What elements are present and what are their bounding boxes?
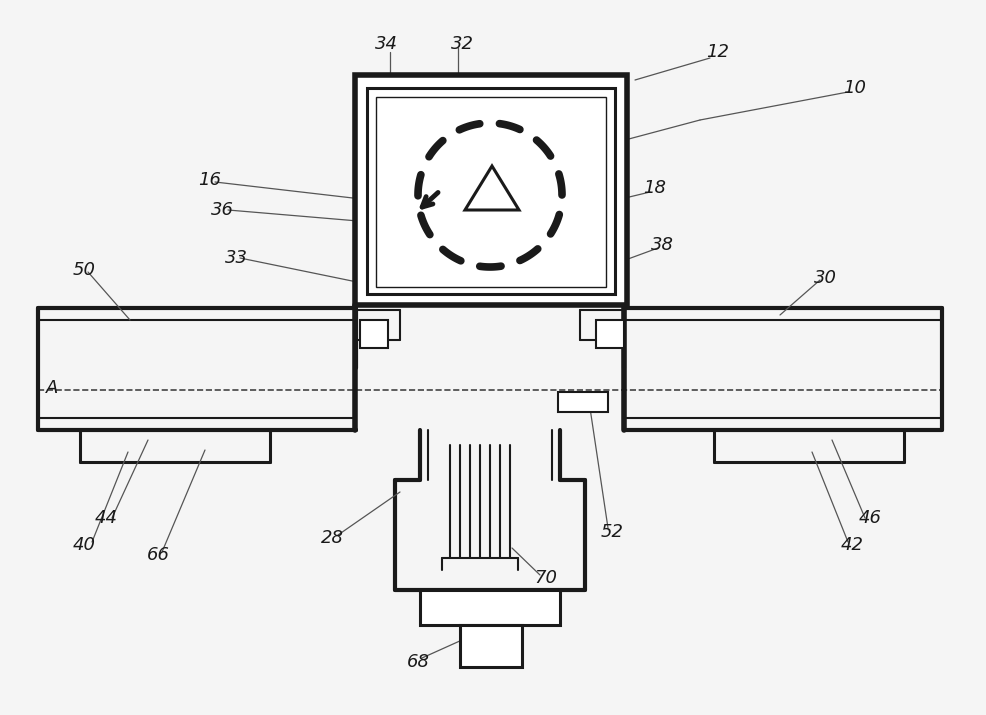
Text: A: A [45,379,58,397]
Bar [420,590,559,625]
Text: 28: 28 [320,529,343,547]
Text: 50: 50 [72,261,96,279]
Bar [459,625,522,667]
Bar [360,320,387,348]
Text: 34: 34 [374,35,397,53]
Bar [596,320,623,348]
Text: 12: 12 [706,43,729,61]
Text: 40: 40 [72,536,96,554]
Bar [557,392,607,412]
Text: 18: 18 [643,179,666,197]
Text: 33: 33 [224,249,247,267]
Bar [376,97,605,287]
Bar [355,75,626,305]
Text: 46: 46 [858,509,880,527]
Text: 10: 10 [843,79,866,97]
Text: 68: 68 [406,653,429,671]
Text: 66: 66 [146,546,170,564]
Text: 36: 36 [210,201,234,219]
Text: 52: 52 [599,523,623,541]
Text: 44: 44 [95,509,117,527]
Text: 16: 16 [198,171,221,189]
Text: 32: 32 [450,35,473,53]
Bar [367,88,614,294]
Text: 42: 42 [840,536,863,554]
Text: 38: 38 [650,236,672,254]
Text: 70: 70 [534,569,557,587]
Text: 30: 30 [812,269,836,287]
